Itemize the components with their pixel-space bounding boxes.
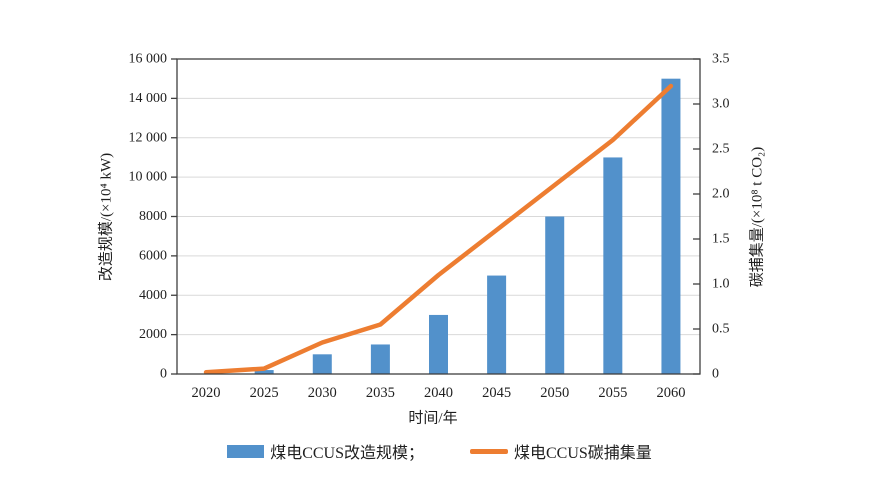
bar-2060	[661, 78, 681, 374]
right-axis-title: 碳捕集量/(×10⁸ t CO₂)	[749, 146, 766, 288]
bar-series-swatch	[227, 444, 265, 458]
left-tick-label: 0	[160, 367, 167, 382]
line-series-label: 煤电CCUS碳捕集量	[514, 445, 652, 462]
bar-2030	[312, 354, 332, 374]
left-tick-label: 14 000	[129, 91, 168, 106]
bar-2045	[487, 275, 507, 374]
bar-series-label: 煤电CCUS改造规模；	[270, 445, 424, 462]
x-tick-label: 2020	[192, 385, 221, 401]
combo-chart-plot: 0 2000 4000 6000 8000 10 000 12 000 14 000 16 00…	[129, 52, 730, 402]
x-tick-label: 2045	[482, 385, 511, 401]
left-tick-label: 6000	[139, 248, 167, 263]
x-tick-label: 2025	[250, 385, 279, 401]
x-axis-title: 时间/年	[408, 410, 458, 427]
bar-2025	[254, 370, 274, 374]
line-series-swatch	[470, 448, 508, 454]
right-tick-label: 3.0	[712, 97, 730, 112]
legend-item-line-series: 煤电CCUS碳捕集量	[470, 439, 652, 463]
left-tick-label: 2000	[139, 327, 167, 342]
left-tick-label: 8000	[139, 209, 167, 224]
right-tick-label: 2.0	[712, 187, 730, 202]
chart-legend: 煤电CCUS改造规模； 煤电CCUS碳捕集量	[0, 440, 879, 462]
x-tick-label: 2035	[366, 385, 395, 401]
x-tick-label: 2050	[540, 385, 569, 401]
bar-2050	[545, 216, 565, 374]
line-series-path	[203, 83, 674, 375]
right-tick-label: 0	[712, 367, 719, 382]
left-axis-title: 改造规模/(×10⁴ kW)	[98, 152, 115, 282]
x-tick-label: 2060	[656, 385, 685, 401]
right-tick-label: 2.5	[712, 142, 730, 157]
right-tick-label: 3.5	[712, 52, 730, 67]
bar-2055	[603, 157, 623, 374]
right-tick-label: 1.5	[712, 232, 730, 247]
left-tick-label: 12 000	[129, 130, 168, 145]
left-tick-label: 16 000	[129, 52, 168, 67]
left-tick-label: 10 000	[129, 170, 168, 185]
right-tick-label: 0.5	[712, 322, 730, 337]
bar-2040	[429, 314, 448, 374]
legend-item-bar-series: 煤电CCUS改造规模；	[227, 439, 424, 463]
x-tick-label: 2040	[424, 385, 453, 401]
x-tick-label: 2030	[308, 385, 337, 401]
bar-2035	[370, 344, 390, 374]
right-tick-label: 1.0	[712, 277, 730, 292]
x-tick-label: 2055	[598, 385, 627, 401]
left-tick-label: 4000	[139, 288, 167, 303]
